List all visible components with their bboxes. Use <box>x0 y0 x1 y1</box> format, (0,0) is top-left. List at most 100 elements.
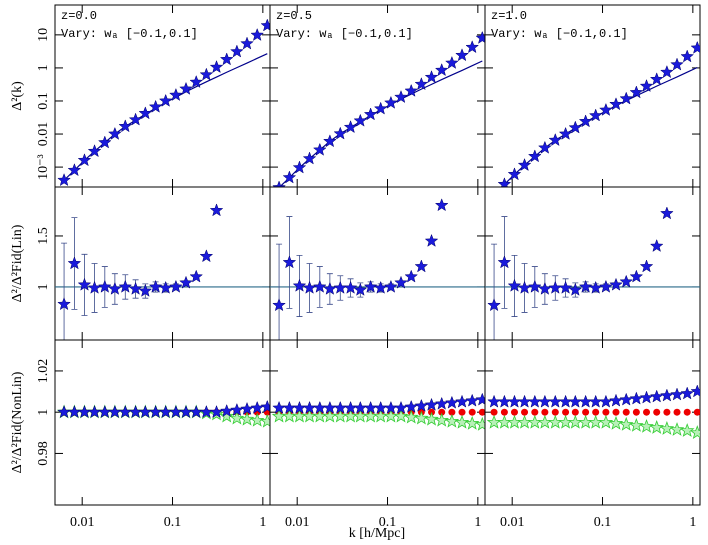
data-point <box>292 278 307 292</box>
data-point <box>649 72 664 86</box>
data-point <box>444 413 460 428</box>
x-tick-label: 1 <box>474 515 481 530</box>
data-point <box>260 18 270 32</box>
plot-area <box>57 18 270 187</box>
data-point <box>568 120 583 134</box>
data-point <box>653 408 661 416</box>
data-point <box>394 400 408 414</box>
data-point <box>487 394 501 408</box>
data-point <box>649 389 664 403</box>
data-point <box>108 126 122 140</box>
data-point <box>632 408 640 416</box>
data-point <box>527 414 543 429</box>
data-point <box>643 408 651 416</box>
data-point <box>510 408 518 416</box>
data-point <box>219 408 234 423</box>
plot-area <box>270 198 485 340</box>
data-point <box>507 394 522 408</box>
data-point <box>602 408 610 416</box>
data-point <box>271 408 287 423</box>
y-tick-label: 1 <box>36 409 51 416</box>
data-point <box>312 279 327 293</box>
panel-frame <box>269 186 486 341</box>
data-point <box>507 167 522 181</box>
y-tick-label: 10 <box>36 28 51 42</box>
data-point <box>249 412 265 427</box>
panel-frame <box>54 186 271 341</box>
data-point <box>189 74 204 89</box>
data-point <box>618 416 634 431</box>
data-point <box>578 394 593 408</box>
data-point <box>302 408 317 423</box>
data-point <box>272 180 286 187</box>
data-point <box>158 280 173 294</box>
data-point <box>669 422 685 436</box>
data-point <box>521 408 529 416</box>
data-point <box>292 408 307 423</box>
plot-area <box>486 384 700 439</box>
data-point <box>323 281 337 295</box>
data-point <box>118 279 133 293</box>
data-point <box>240 36 254 50</box>
data-point <box>445 55 459 69</box>
data-point <box>333 408 348 423</box>
data-point <box>670 57 684 71</box>
data-point <box>517 157 532 172</box>
data-point <box>578 114 593 128</box>
data-point <box>465 40 480 54</box>
data-point <box>87 280 102 294</box>
plot-area <box>271 392 485 431</box>
data-point <box>230 44 244 58</box>
data-point <box>571 408 579 416</box>
data-point <box>448 408 456 416</box>
data-point <box>239 411 255 426</box>
data-point <box>282 255 297 269</box>
data-point <box>475 392 485 406</box>
data-point <box>693 408 700 416</box>
plot-area <box>56 399 270 428</box>
data-point <box>384 95 398 109</box>
data-point <box>158 93 173 107</box>
data-point <box>434 63 449 77</box>
data-point <box>497 394 512 408</box>
data-point <box>588 280 603 294</box>
plot-area <box>497 40 700 187</box>
data-point <box>578 279 593 293</box>
data-point <box>487 298 501 312</box>
data-point <box>683 408 691 416</box>
data-point <box>507 278 522 292</box>
y-tick-label: 1.5 <box>36 227 51 245</box>
data-point <box>599 279 613 293</box>
data-point <box>230 402 244 416</box>
data-point <box>568 394 583 408</box>
data-point <box>582 408 590 416</box>
x-tick-label: 0.01 <box>70 515 95 530</box>
data-point <box>639 418 654 433</box>
data-point <box>394 275 408 289</box>
data-point <box>660 65 674 79</box>
x-tick-label: 0.1 <box>379 515 397 530</box>
data-point <box>500 408 508 416</box>
data-point <box>538 394 552 408</box>
x-tick-label: 0.1 <box>164 515 182 530</box>
data-point <box>497 177 512 187</box>
data-point <box>538 281 552 295</box>
data-point <box>169 87 183 101</box>
y-axis-label: Δ²/Δ²Fid(Lin) <box>10 224 25 302</box>
series-line <box>278 60 483 187</box>
data-point <box>384 279 398 293</box>
data-point <box>383 408 399 423</box>
data-point <box>97 135 112 149</box>
y-tick-label: 0.01 <box>36 122 51 147</box>
data-point <box>312 142 327 156</box>
data-point <box>609 97 623 111</box>
panel-annotation: Vary: wₐ [−0.1,0.1] <box>61 27 198 41</box>
data-point <box>272 298 286 312</box>
data-point <box>517 394 532 408</box>
data-point <box>363 279 378 293</box>
data-point <box>57 297 71 311</box>
y-axis-label: Δ²/Δ²Fid(NonLin) <box>10 371 25 473</box>
data-point <box>455 48 469 62</box>
data-point <box>77 153 92 167</box>
